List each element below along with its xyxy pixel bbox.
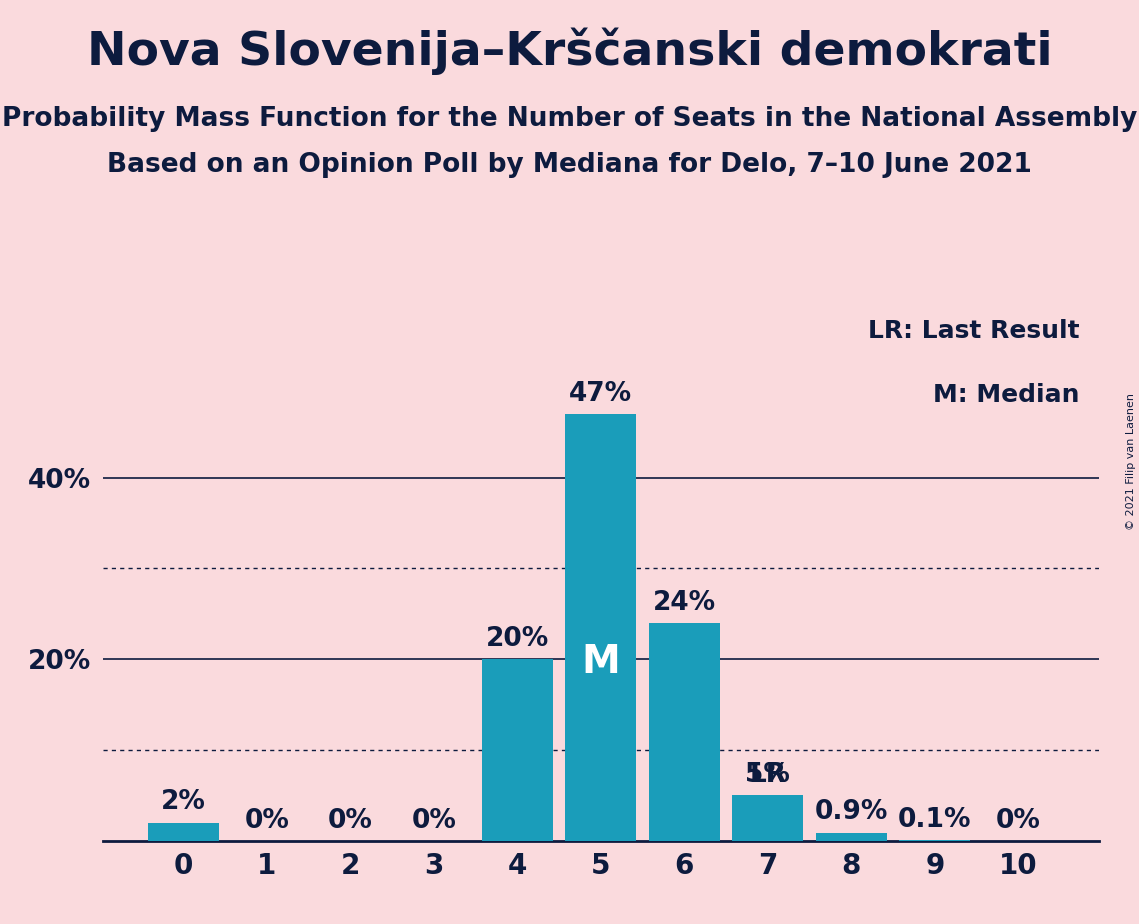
Text: Based on an Opinion Poll by Mediana for Delo, 7–10 June 2021: Based on an Opinion Poll by Mediana for … [107,152,1032,178]
Bar [482,659,552,841]
Text: 0.9%: 0.9% [814,799,888,825]
Bar [148,822,219,841]
Text: 47%: 47% [570,381,632,407]
Text: Probability Mass Function for the Number of Seats in the National Assembly: Probability Mass Function for the Number… [2,106,1137,132]
Text: 0%: 0% [328,808,372,833]
Bar [732,796,803,841]
Text: © 2021 Filip van Laenen: © 2021 Filip van Laenen [1126,394,1136,530]
Text: 5%: 5% [745,762,790,788]
Text: M: M [581,642,621,681]
Text: 20%: 20% [485,626,549,652]
Text: 2%: 2% [161,789,206,815]
Text: Nova Slovenija–Krščanski demokrati: Nova Slovenija–Krščanski demokrati [87,28,1052,75]
Text: LR: Last Result: LR: Last Result [868,320,1079,344]
Bar [816,833,887,841]
Text: LR: LR [749,762,786,788]
Text: 0.1%: 0.1% [898,807,972,833]
Text: 0%: 0% [245,808,289,833]
Text: M: Median: M: Median [933,383,1079,407]
Bar [565,414,637,841]
Bar [649,623,720,841]
Text: 0%: 0% [411,808,457,833]
Text: 24%: 24% [653,590,716,615]
Text: 0%: 0% [995,808,1041,833]
